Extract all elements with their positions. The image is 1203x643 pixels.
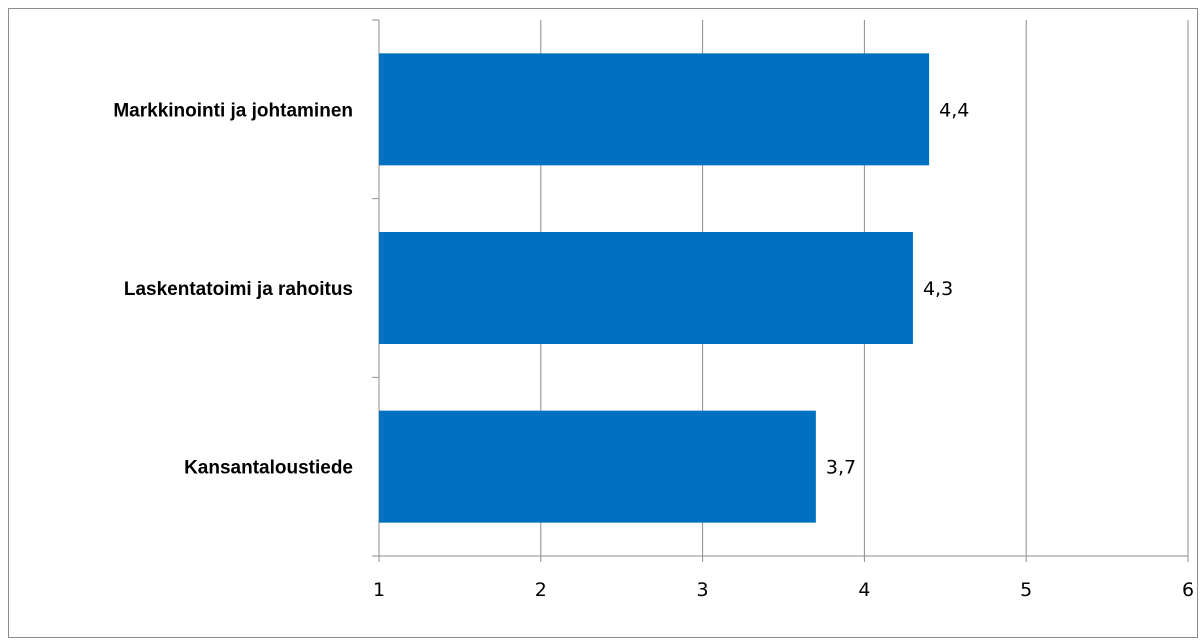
data-label: 4,4	[939, 99, 969, 121]
category-label: Laskentatoimi ja rahoitus	[124, 279, 353, 300]
data-label: 3,7	[826, 457, 856, 479]
x-tick-label: 1	[373, 579, 385, 601]
x-tick-label: 3	[697, 579, 709, 601]
bar	[379, 410, 816, 523]
x-tick-label: 2	[535, 579, 547, 601]
bar	[379, 232, 913, 344]
category-label: Kansantaloustiede	[184, 458, 353, 479]
bar	[379, 53, 930, 166]
x-tick-label: 4	[858, 579, 870, 601]
x-tick-label: 5	[1020, 579, 1032, 601]
data-label: 4,3	[923, 278, 953, 300]
x-tick-label: 6	[1182, 579, 1194, 601]
category-label: Markkinointi ja johtaminen	[113, 100, 353, 121]
